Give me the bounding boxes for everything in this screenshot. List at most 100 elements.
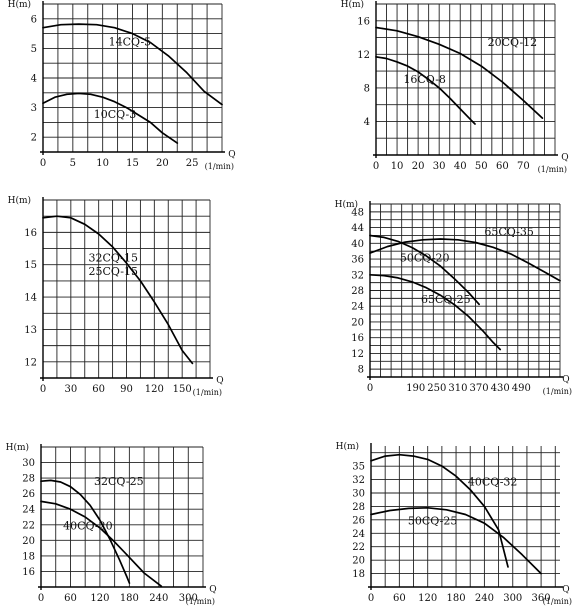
y-tick-label: 20 [22,536,35,547]
grid [370,446,560,588]
grid [42,199,211,379]
y-tick-label: 30 [352,489,365,500]
y-tick-label: 13 [24,325,37,336]
grid [42,3,223,153]
x-tick-label: 60 [64,593,77,604]
curve-label: 16CQ-8 [403,73,446,86]
x-tick-label: 90 [120,384,133,395]
y-tick-label: 4 [31,74,37,85]
y-tick-label: 22 [22,520,35,531]
x-axis-unit: (1/min) [543,387,572,396]
x-tick-label: 0 [38,593,44,604]
curve-10cq-3 [42,92,179,144]
curve-32cq-25 [40,479,131,584]
y-tick-label: 12 [357,50,370,61]
y-tick-label: 35 [352,462,365,473]
x-tick-label: 0 [40,384,46,395]
y-tick-label: 44 [351,223,364,234]
x-tick-label: 150 [173,384,192,395]
curve-14cq-5 [42,23,223,106]
x-axis-label: Q [209,585,216,595]
chart-4: 0 190 250 310 370 430 490 8 12 16 20 24 28 32 36 40 44 48… [335,199,572,396]
x-axis-label: Q [561,153,568,163]
x-axis-label: Q [228,150,235,160]
curve-series-1 [42,215,194,365]
curve-label: 25CQ-15 [88,265,138,278]
x-tick-label: 360 [532,593,551,604]
y-axis-label: H(m) [341,0,364,10]
y-tick-label: 3 [31,103,37,114]
x-tick-label: 240 [475,593,494,604]
x-tick-label: 5 [70,158,76,169]
x-axis-unit: (1/min) [205,162,234,171]
x-axis-unit: (1/min) [538,165,567,174]
x-tick-label: 0 [368,593,374,604]
x-tick-label: 0 [40,158,46,169]
x-tick-label: 10 [391,161,404,172]
y-tick-label: 12 [351,349,364,360]
y-tick-label: 16 [22,567,35,578]
y-tick-label: 22 [352,542,365,553]
x-tick-label: 430 [491,383,510,394]
x-axis-unit: (1/min) [186,597,215,606]
y-tick-label: 30 [22,458,35,469]
y-tick-label: 28 [352,502,365,513]
y-axis-label: H(m) [8,0,31,10]
curve-label: 40CQ-20 [63,519,113,532]
x-tick-label: 40 [454,161,467,172]
y-tick-label: 24 [22,505,35,516]
curve-label: 32CQ-25 [94,475,144,488]
y-tick-label: 16 [351,333,364,344]
y-tick-label: 40 [351,239,364,250]
x-tick-label: 0 [367,383,373,394]
x-tick-label: 60 [92,384,105,395]
x-tick-label: 60 [496,161,509,172]
x-tick-label: 190 [406,383,425,394]
x-tick-label: 30 [433,161,446,172]
y-tick-label: 4 [364,117,370,128]
y-tick-label: 15 [24,260,37,271]
x-tick-label: 30 [64,384,77,395]
x-tick-label: 120 [145,384,164,395]
y-tick-label: 2 [31,133,37,144]
curve-label: 20CQ-12 [488,36,538,49]
chart-2: 0 10 20 30 40 50 60 70 4 8 12 16 H(m) Q (1/min) 20CQ-12… [341,0,569,174]
x-tick-label: 120 [90,593,109,604]
x-tick-label: 20 [412,161,425,172]
y-tick-label: 16 [357,16,370,27]
x-tick-label: 180 [447,593,466,604]
y-tick-label: 18 [352,569,365,580]
curve-label: 50CQ-20 [400,251,450,264]
y-tick-label: 48 [351,207,364,218]
x-tick-label: 370 [470,383,489,394]
x-tick-label: 240 [149,593,168,604]
y-tick-label: 24 [352,529,365,540]
x-tick-label: 300 [503,593,522,604]
y-axis-label: H(m) [336,441,359,452]
curve-20cq-12 [375,26,544,119]
curve-50cq-25 [370,506,542,575]
chart-1: 0 5 10 15 20 25 2 3 4 5 6H(m) Q (1/min) 14CQ-5 10CQ-3 [8,0,236,171]
y-tick-label: 20 [352,556,365,567]
x-tick-label: 490 [512,383,531,394]
curve-label: 32CQ-15 [88,251,138,264]
x-tick-label: 310 [448,383,467,394]
y-tick-label: 5 [31,44,37,55]
y-tick-label: 28 [22,474,35,485]
y-tick-label: 36 [351,255,364,266]
x-axis-label: Q [216,376,223,386]
curve-16cq-8 [375,56,476,125]
curve-label: 65CQ-35 [484,225,534,238]
y-tick-label: 32 [352,475,365,486]
y-tick-label: 32 [351,270,364,281]
x-tick-label: 60 [393,593,406,604]
y-axis-label: H(m) [6,442,29,453]
y-tick-label: 24 [351,302,364,313]
y-tick-label: 28 [351,286,364,297]
curve-65cq-25 [369,273,502,351]
x-tick-label: 50 [475,161,488,172]
x-tick-label: 15 [126,158,139,169]
x-tick-label: 300 [179,593,198,604]
x-tick-label: 70 [517,161,530,172]
curve-label: 14CQ-5 [109,35,152,48]
